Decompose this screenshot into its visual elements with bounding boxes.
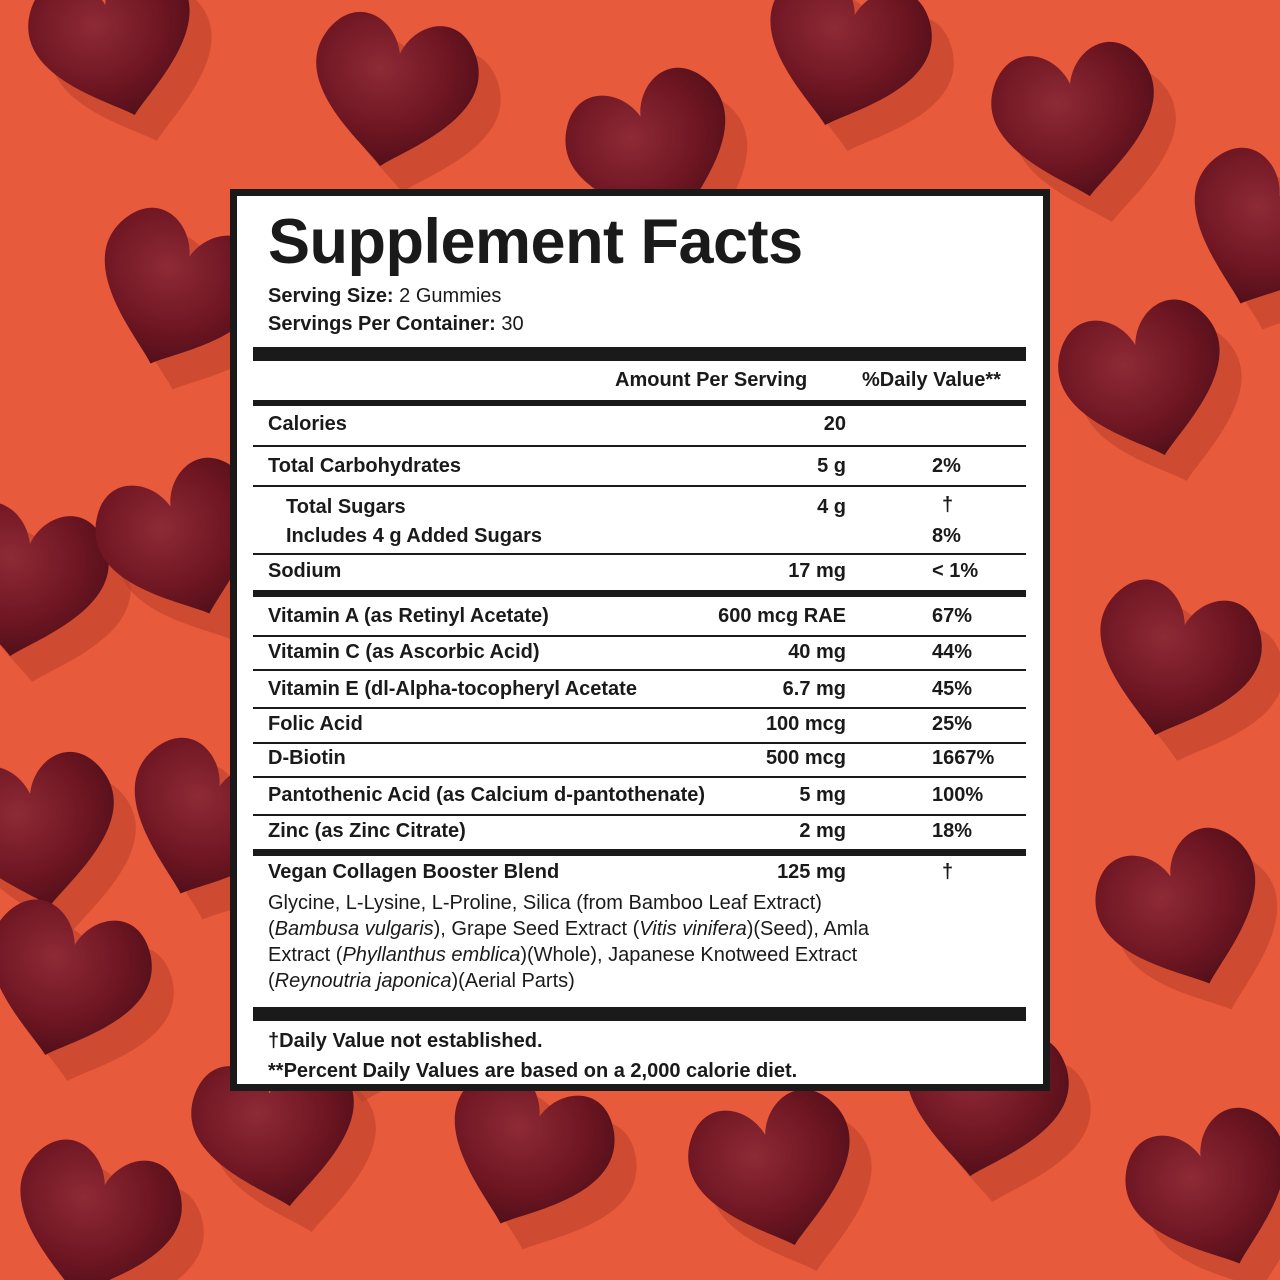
nutrient-name: Vitamin C (as Ascorbic Acid) bbox=[268, 641, 540, 663]
divider-thin bbox=[253, 814, 1026, 816]
gummy-heart bbox=[104, 207, 265, 364]
nutrient-amount: 125 mg bbox=[777, 861, 846, 883]
nutrient-amount: 6.7 mg bbox=[782, 678, 846, 700]
divider-medium bbox=[253, 590, 1026, 597]
divider-thin bbox=[253, 776, 1026, 778]
nutrient-name: Total Carbohydrates bbox=[268, 455, 461, 477]
gummy-heart bbox=[316, 11, 479, 167]
gummy-heart bbox=[565, 67, 726, 224]
gummy-heart bbox=[0, 751, 114, 907]
blend-text: Glycine, L-Lysine, L-Proline, Silica (fr… bbox=[268, 892, 822, 940]
divider-medium bbox=[253, 849, 1026, 856]
gummy-heart bbox=[28, 0, 190, 116]
nutrient-name: Calories bbox=[268, 413, 347, 435]
divider-thin bbox=[253, 669, 1026, 671]
nutrient-name: Vitamin E (dl-Alpha-tocopheryl Acetate bbox=[268, 678, 637, 700]
gummy-heart bbox=[1095, 827, 1256, 984]
nutrient-daily-value: 8% bbox=[932, 525, 961, 547]
gummy-heart bbox=[1058, 299, 1220, 456]
servings-per-container: Servings Per Container: 30 bbox=[268, 313, 524, 336]
nutrient-daily-value: 67% bbox=[932, 605, 973, 627]
divider-thin bbox=[253, 707, 1026, 709]
gummy-heart bbox=[991, 41, 1154, 197]
blend-latin-name: Vitis vinifera bbox=[639, 918, 747, 940]
nutrient-daily-value: 18% bbox=[932, 820, 973, 842]
gummy-heart bbox=[770, 0, 932, 126]
divider-thin bbox=[253, 553, 1026, 555]
nutrient-name: Sodium bbox=[268, 560, 342, 582]
servings-per-container-value: 30 bbox=[501, 313, 524, 335]
nutrient-amount: 5 g bbox=[817, 455, 846, 477]
header-amount: Amount Per Serving bbox=[615, 369, 808, 391]
divider-thin bbox=[253, 635, 1026, 637]
nutrient-daily-value: < 1% bbox=[932, 560, 979, 582]
nutrient-name: Total Sugars bbox=[286, 496, 406, 518]
nutrient-name: Vitamin A (as Retinyl Acetate) bbox=[268, 605, 549, 627]
nutrient-daily-value: 45% bbox=[932, 678, 973, 700]
nutrient-daily-value: 44% bbox=[932, 641, 973, 663]
gummy-heart bbox=[0, 899, 152, 1056]
nutrient-daily-value: † bbox=[942, 494, 954, 516]
nutrient-amount: 17 mg bbox=[788, 560, 846, 582]
nutrient-daily-value: † bbox=[942, 861, 954, 883]
blend-latin-name: Reynoutria japonica bbox=[274, 970, 452, 992]
gummy-heart bbox=[1125, 1107, 1280, 1264]
panel-title: Supplement Facts bbox=[268, 207, 803, 277]
gummy-heart bbox=[20, 1139, 182, 1280]
servings-per-container-label: Servings Per Container: bbox=[268, 313, 496, 335]
blend-latin-name: Bambusa vulgaris bbox=[274, 918, 434, 940]
footnote-daily-values: **Percent Daily Values are based on a 2,… bbox=[268, 1060, 798, 1082]
divider-thin bbox=[253, 742, 1026, 744]
nutrient-amount: 40 mg bbox=[788, 641, 846, 663]
blend-text: )(Seed), Amla Extract ( bbox=[268, 918, 869, 966]
blend-text: ), Grape Seed Extract ( bbox=[433, 918, 640, 940]
divider-thin bbox=[253, 485, 1026, 487]
supplement-facts-panel: Supplement Facts Serving Size: 2 Gummies… bbox=[230, 189, 1050, 1091]
nutrient-amount: 5 mg bbox=[799, 784, 846, 806]
serving-size-label: Serving Size: bbox=[268, 285, 394, 307]
nutrient-name: D-Biotin bbox=[268, 747, 346, 769]
divider-medium bbox=[253, 400, 1026, 406]
gummy-heart bbox=[0, 501, 109, 657]
blend-latin-name: Phyllanthus emblica bbox=[342, 944, 521, 966]
header-daily-value: %Daily Value** bbox=[862, 369, 1001, 391]
divider-thick bbox=[253, 1007, 1026, 1021]
nutrient-daily-value: 1667% bbox=[932, 747, 995, 769]
gummy-heart bbox=[1194, 147, 1280, 304]
nutrient-amount: 600 mcg RAE bbox=[718, 605, 846, 627]
blend-text: )(Whole), Japanese Knotweed Extract ( bbox=[268, 944, 858, 992]
gummy-heart bbox=[688, 1089, 850, 1246]
gummy-heart bbox=[1100, 579, 1262, 736]
nutrient-amount: 500 mcg bbox=[765, 747, 846, 769]
serving-size-value: 2 Gummies bbox=[399, 285, 502, 307]
nutrient-daily-value: 2% bbox=[932, 455, 961, 477]
nutrient-name: Folic Acid bbox=[268, 713, 363, 735]
nutrient-name: Vegan Collagen Booster Blend bbox=[268, 861, 560, 883]
serving-size: Serving Size: 2 Gummies bbox=[268, 285, 501, 308]
nutrient-daily-value: 25% bbox=[932, 713, 973, 735]
nutrient-name: Zinc (as Zinc Citrate) bbox=[268, 820, 466, 842]
nutrient-amount: 4 g bbox=[817, 496, 846, 518]
nutrient-amount: 2 mg bbox=[799, 820, 846, 842]
blend-ingredients: Glycine, L-Lysine, L-Proline, Silica (fr… bbox=[268, 890, 908, 994]
nutrient-name: Pantothenic Acid (as Calcium d-pantothen… bbox=[268, 784, 706, 806]
nutrient-amount: 100 mcg bbox=[765, 713, 846, 735]
divider-thick bbox=[253, 347, 1026, 361]
gummy-heart bbox=[454, 1067, 615, 1224]
blend-text: )(Aerial Parts) bbox=[451, 970, 575, 992]
nutrient-name: Includes 4 g Added Sugars bbox=[286, 525, 542, 547]
footnote-dagger: †Daily Value not established. bbox=[268, 1030, 543, 1052]
divider-thin bbox=[253, 445, 1026, 447]
gummy-heart bbox=[95, 457, 256, 614]
nutrient-amount: 20 bbox=[823, 413, 846, 435]
nutrient-daily-value: 100% bbox=[932, 784, 984, 806]
